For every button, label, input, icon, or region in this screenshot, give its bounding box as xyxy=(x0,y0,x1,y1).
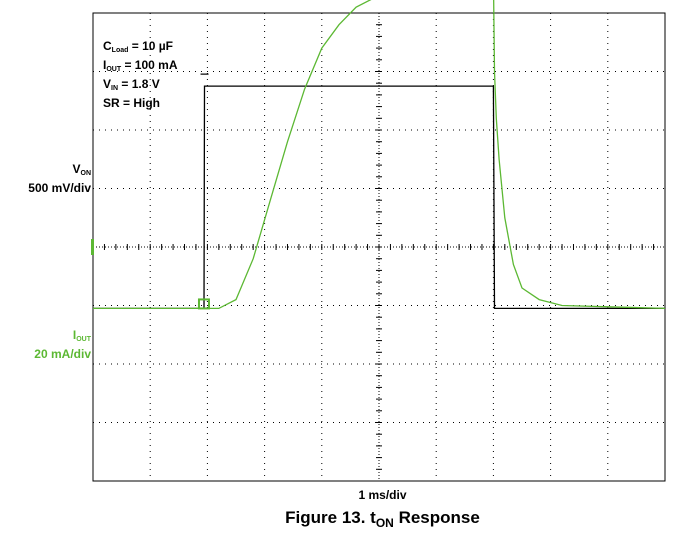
i_out-trace xyxy=(93,0,666,310)
traces xyxy=(91,0,666,310)
condition-cload: CLoad = 10 µF xyxy=(103,39,174,54)
test-conditions: CLoad = 10 µF IOUT = 100 mA VIN = 1.8 V … xyxy=(103,39,178,110)
condition-iout: IOUT = 100 mA xyxy=(103,58,178,73)
v_on-trace xyxy=(93,85,665,310)
channel-marker xyxy=(91,239,94,255)
trigger-marker xyxy=(197,298,210,310)
x-axis-label: 1 ms/div xyxy=(358,488,407,502)
v-on-axis-label: VON 500 mV/div xyxy=(28,162,91,195)
i-out-axis-label: IOUT 20 mA/div xyxy=(34,328,91,361)
condition-sr: SR = High xyxy=(103,96,161,110)
grid xyxy=(92,12,666,482)
figure-caption: Figure 13. tON Response xyxy=(285,508,480,530)
condition-vin: VIN = 1.8 V xyxy=(103,77,160,92)
